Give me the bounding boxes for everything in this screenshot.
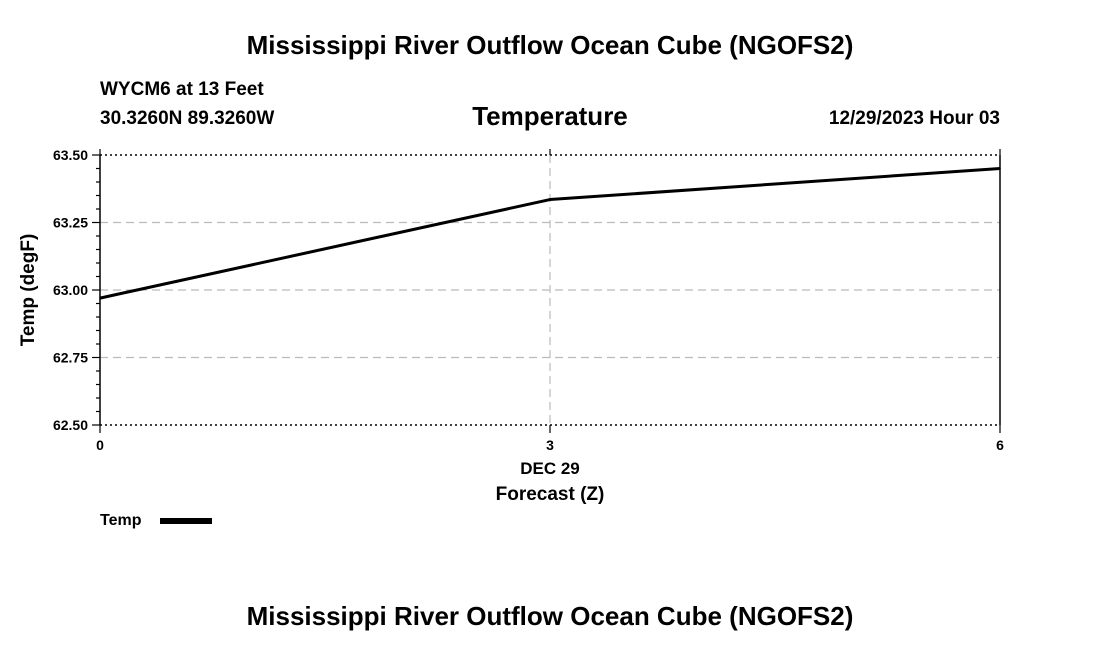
- station-label: WYCM6 at 13 Feet: [100, 79, 264, 100]
- data-point-0: [99, 297, 101, 299]
- x-tick-label-0: 0: [96, 437, 104, 453]
- coordinates-label: 30.3260N 89.3260W: [100, 108, 274, 129]
- y-tick-label-0: 62.50: [53, 417, 88, 433]
- chart-title: Mississippi River Outflow Ocean Cube (NG…: [247, 30, 854, 60]
- y-tick-labels: 62.50 62.75 63.00 63.25 63.50: [53, 147, 88, 433]
- data-point-1: [549, 198, 551, 201]
- timestamp-label: 12/29/2023 Hour 03: [829, 108, 1000, 129]
- x-tick-label-2: 6: [996, 437, 1004, 453]
- gridlines: [100, 155, 1000, 425]
- y-tick-label-2: 63.00: [53, 282, 88, 298]
- minor-ticks: [92, 149, 1001, 433]
- series-layer: [99, 167, 1001, 300]
- footer-title: Mississippi River Outflow Ocean Cube (NG…: [247, 601, 854, 631]
- x-tick-labels: 0 3 6: [96, 437, 1004, 453]
- legend-label-temp: Temp: [100, 512, 142, 529]
- data-point-2: [999, 167, 1001, 170]
- x-axis-label: Forecast (Z): [496, 484, 605, 505]
- x-date-label: DEC 29: [520, 459, 580, 478]
- x-tick-label-1: 3: [546, 437, 554, 453]
- y-tick-label-3: 63.25: [53, 215, 88, 231]
- plot-area: 62.50 62.75 63.00 63.25 63.50 0 3 6: [53, 147, 1004, 453]
- y-axis-label: Temp (degF): [18, 234, 39, 347]
- variable-title: Temperature: [472, 101, 628, 131]
- y-tick-label-4: 63.50: [53, 147, 88, 163]
- legend: Temp: [100, 512, 212, 529]
- y-tick-label-1: 62.75: [53, 350, 88, 366]
